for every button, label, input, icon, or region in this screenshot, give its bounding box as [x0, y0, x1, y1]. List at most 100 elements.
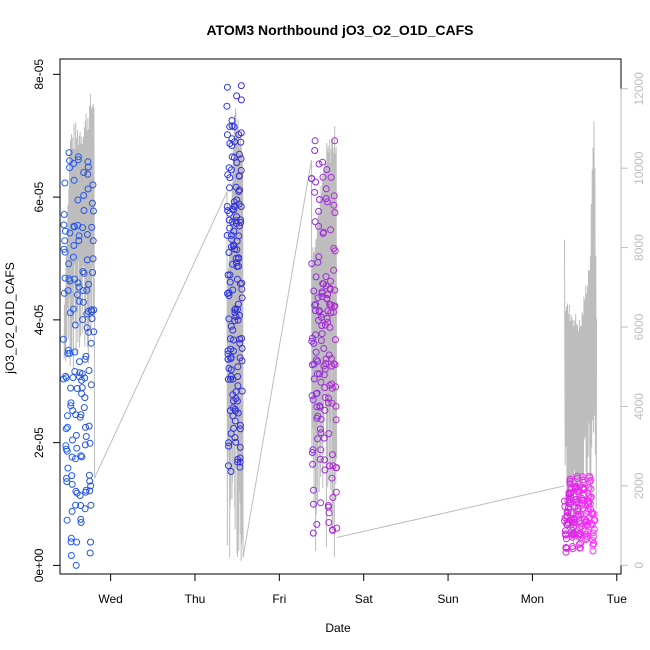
data-point [63, 478, 71, 486]
data-point [232, 313, 240, 321]
data-point [71, 348, 79, 356]
data-point [60, 245, 68, 253]
data-point [312, 356, 320, 364]
data-point [226, 271, 234, 279]
data-point [84, 170, 92, 178]
data-point [577, 544, 584, 552]
data-point [69, 436, 76, 444]
data-point [233, 397, 241, 405]
data-point [226, 278, 234, 286]
data-point [82, 423, 89, 431]
data-point [229, 286, 237, 294]
data-point [308, 175, 316, 182]
data-point [90, 306, 98, 314]
data-point [66, 349, 74, 357]
data-point [316, 196, 323, 203]
data-point [75, 297, 83, 305]
data-point [331, 361, 339, 369]
data-point [313, 403, 321, 411]
data-point [313, 389, 321, 397]
data-point [319, 158, 326, 166]
data-point [89, 237, 97, 245]
data-point [317, 499, 325, 507]
data-point [84, 158, 92, 166]
data-point [236, 186, 243, 194]
data-point [231, 317, 239, 325]
data-point [64, 464, 72, 472]
data-point [83, 324, 91, 332]
data-point [308, 449, 316, 456]
data-point [88, 223, 96, 231]
data-point [237, 96, 245, 104]
data-point [324, 399, 332, 407]
data-point [319, 310, 327, 318]
data-point [312, 300, 320, 308]
data-point [85, 422, 93, 430]
data-point [78, 390, 86, 398]
data-point [81, 374, 89, 382]
data-point [226, 184, 233, 192]
data-point [73, 291, 81, 299]
data-point [236, 454, 244, 462]
data-point [77, 519, 85, 526]
data-point [312, 178, 320, 186]
x-tick-label: Mon [521, 592, 544, 606]
data-point [80, 169, 88, 176]
data-point [223, 83, 231, 91]
y-right-tick-label: 4000 [632, 393, 646, 420]
secondary-series-line [310, 126, 338, 558]
data-point [225, 292, 233, 300]
data-point [236, 458, 244, 466]
data-point [315, 307, 323, 314]
data-point [89, 181, 97, 189]
y-right-tick-label: 10000 [632, 151, 646, 185]
data-point [564, 509, 572, 517]
data-point [312, 273, 320, 281]
data-point [69, 305, 77, 313]
data-point [332, 488, 340, 496]
data-point [71, 368, 79, 375]
data-point [235, 262, 242, 270]
data-point [80, 269, 88, 277]
data-point [73, 538, 81, 546]
data-point [75, 232, 83, 240]
plot-area [59, 82, 599, 569]
y-axis-right: 0 2000 4000 6000 8000 10000 12000 [620, 72, 646, 569]
data-point [237, 166, 245, 174]
data-point [587, 476, 595, 484]
data-point [230, 206, 238, 214]
data-point [234, 255, 242, 263]
data-point [223, 102, 231, 110]
data-point [236, 311, 243, 319]
y-left-tick-label: 8e-05 [32, 59, 46, 90]
data-point [236, 463, 244, 471]
data-point [76, 492, 84, 499]
data-point [75, 283, 83, 291]
data-point [234, 382, 242, 390]
data-point [561, 527, 569, 535]
data-point [312, 331, 320, 339]
data-point [325, 519, 333, 526]
data-point [69, 374, 77, 382]
data-point [315, 160, 323, 168]
data-point [86, 439, 94, 447]
data-point [229, 326, 237, 334]
data-point [227, 375, 234, 383]
data-point [333, 524, 341, 532]
data-point [309, 396, 317, 404]
x-axis: Wed Thu Fri Sat Sun Mon Tue [98, 573, 627, 606]
data-point [86, 477, 94, 485]
data-point [225, 164, 233, 172]
data-point [88, 315, 96, 323]
data-point [238, 387, 246, 395]
data-point [308, 337, 316, 345]
data-point [228, 117, 236, 124]
data-point [317, 415, 325, 423]
data-point [310, 500, 317, 508]
data-point [81, 394, 89, 402]
data-point [90, 328, 98, 336]
data-point [319, 173, 327, 181]
data-point [64, 412, 71, 420]
y-axis-left: 0e+00 2e-05 4e-05 6e-05 8e-05 [32, 59, 61, 582]
y-left-tick-label: 0e+00 [32, 548, 46, 582]
